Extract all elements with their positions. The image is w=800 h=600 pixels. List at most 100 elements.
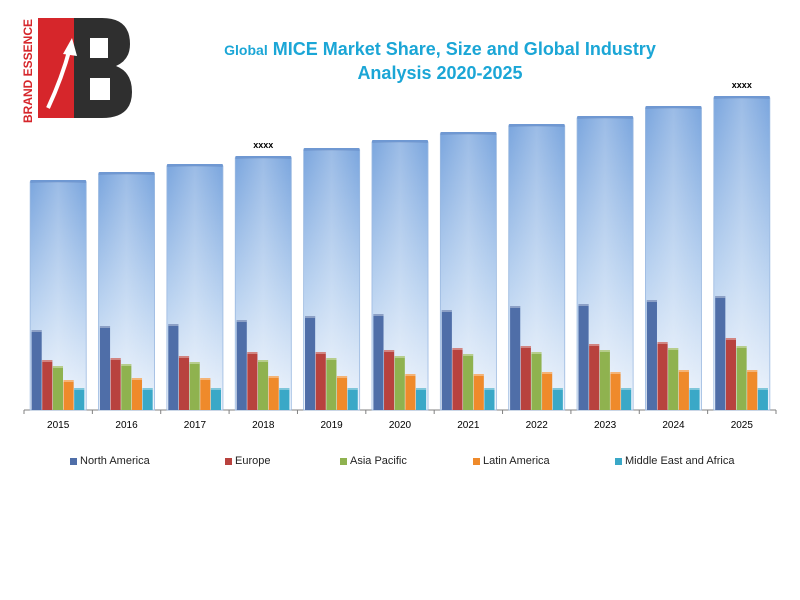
- bar-europe-2021: [452, 348, 463, 410]
- brand-essence-logo-icon: BRAND ESSENCE: [21, 18, 132, 123]
- bar-highlight-middle-east-and-africa-2019: [347, 388, 358, 390]
- legend-label-europe: Europe: [235, 455, 271, 467]
- bar-north-america-2015: [31, 330, 42, 410]
- bar-asia-pacific-2024: [668, 348, 679, 410]
- bar-highlight-europe-2024: [657, 342, 668, 344]
- x-tick-label-2024: 2024: [662, 420, 685, 431]
- bar-north-america-2020: [373, 314, 384, 410]
- bar-highlight-latin-america-2020: [405, 374, 416, 376]
- bar-latin-america-2021: [473, 374, 484, 410]
- bar-middle-east-and-africa-2022: [552, 388, 563, 410]
- bar-latin-america-2023: [610, 372, 621, 410]
- bar-highlight-north-america-2015: [31, 330, 42, 332]
- bar-highlight-asia-pacific-2023: [599, 350, 610, 352]
- x-tick-label-2022: 2022: [526, 420, 549, 431]
- bar-middle-east-and-africa-2021: [484, 388, 495, 410]
- bar-highlight-latin-america-2023: [610, 372, 621, 374]
- legend-item-middle-east-and-africa: Middle East and Africa: [615, 455, 734, 467]
- bar-highlight-north-america-2016: [99, 326, 111, 328]
- bar-europe-2015: [42, 360, 53, 410]
- bar-middle-east-and-africa-2019: [347, 388, 358, 410]
- bar-asia-pacific-2021: [463, 354, 474, 410]
- bar-highlight-asia-pacific-2020: [394, 356, 405, 358]
- bar-latin-america-2015: [63, 380, 74, 410]
- bar-europe-2022: [520, 346, 531, 410]
- bar-highlight-europe-2017: [178, 356, 190, 358]
- x-tick-label-2019: 2019: [321, 420, 344, 431]
- bar-north-america-2025: [715, 296, 726, 410]
- chart-title-part-3: Analysis 2020-2025: [357, 63, 523, 83]
- bar-europe-2025: [725, 338, 736, 410]
- bar-asia-pacific-2017: [189, 362, 200, 410]
- bar-highlight-latin-america-2021: [473, 374, 484, 376]
- bar-highlight-asia-pacific-2024: [668, 348, 679, 350]
- bar-north-america-2024: [646, 300, 657, 410]
- bar-asia-pacific-2022: [531, 352, 542, 410]
- legend-label-middle-east-and-africa: Middle East and Africa: [625, 455, 735, 467]
- bar-asia-pacific-2016: [121, 364, 132, 410]
- legend-swatch-middle-east-and-africa: [615, 457, 622, 465]
- logo-wordmark: BRAND ESSENCE: [21, 19, 35, 123]
- bar-asia-pacific-2018: [257, 360, 269, 410]
- bar-highlight-europe-2022: [520, 346, 531, 348]
- bar-latin-america-2024: [678, 370, 689, 410]
- bar-highlight-north-america-2022: [510, 306, 521, 308]
- legend-item-asia-pacific: Asia Pacific: [340, 455, 407, 467]
- bar-highlight-middle-east-and-africa-2018: [279, 388, 290, 390]
- legend-label-latin-america: Latin America: [483, 455, 550, 467]
- bar-highlight-europe-2015: [42, 360, 53, 362]
- bar-north-america-2018: [236, 320, 247, 410]
- bar-europe-2019: [315, 352, 326, 410]
- bar-highlight-latin-america-2024: [678, 370, 689, 372]
- bar-middle-east-and-africa-2025: [757, 388, 768, 410]
- bar-highlight-middle-east-and-africa-2025: [757, 388, 768, 390]
- bar-asia-pacific-2015: [52, 366, 64, 410]
- bar-europe-2020: [384, 350, 395, 410]
- bar-highlight-latin-america-2022: [542, 372, 553, 374]
- bar-asia-pacific-2019: [326, 358, 337, 410]
- bar-highlight-middle-east-and-africa-2021: [484, 388, 495, 390]
- chart-title-part-2: MICE Market Share, Size and Global Indus…: [272, 39, 656, 59]
- bar-highlight-latin-america-2015: [63, 380, 74, 382]
- bar-middle-east-and-africa-2020: [415, 388, 427, 410]
- bar-highlight-latin-america-2025: [747, 370, 758, 372]
- bar-europe-2017: [178, 356, 190, 410]
- legend-label-north-america: North America: [80, 455, 150, 467]
- bar-highlight-asia-pacific-2018: [257, 360, 269, 362]
- x-tick-label-2021: 2021: [457, 420, 480, 431]
- bar-highlight-north-america-2021: [441, 310, 452, 312]
- bar-north-america-2023: [578, 304, 589, 410]
- x-tick-label-2020: 2020: [389, 420, 412, 431]
- bar-highlight-asia-pacific-2015: [52, 366, 64, 368]
- bar-latin-america-2018: [268, 376, 279, 410]
- x-tick-label-2016: 2016: [115, 420, 138, 431]
- bar-highlight-latin-america-2016: [131, 378, 143, 380]
- bar-highlight-latin-america-2018: [268, 376, 279, 378]
- bar-highlight-asia-pacific-2019: [326, 358, 337, 360]
- legend-swatch-europe: [225, 457, 232, 465]
- bar-highlight-middle-east-and-africa-2015: [74, 388, 85, 390]
- bar-middle-east-and-africa-2016: [142, 388, 153, 410]
- bar-europe-2018: [247, 352, 258, 410]
- bar-highlight-middle-east-and-africa-2016: [142, 388, 153, 390]
- chart-title-part-1: Global: [224, 42, 268, 58]
- legend-swatch-north-america: [70, 457, 77, 465]
- bar-highlight-middle-east-and-africa-2017: [210, 388, 222, 390]
- bar-middle-east-and-africa-2018: [279, 388, 290, 410]
- bar-highlight-latin-america-2019: [336, 376, 348, 378]
- bar-latin-america-2019: [336, 376, 348, 410]
- bar-middle-east-and-africa-2023: [621, 388, 632, 410]
- bar-highlight-north-america-2020: [373, 314, 384, 316]
- legend-swatch-latin-america: [473, 457, 480, 465]
- bar-north-america-2021: [441, 310, 452, 410]
- bar-middle-east-and-africa-2015: [74, 388, 85, 410]
- bar-latin-america-2016: [131, 378, 143, 410]
- bar-latin-america-2020: [405, 374, 416, 410]
- legend-item-europe: Europe: [225, 455, 270, 467]
- bar-asia-pacific-2025: [736, 346, 747, 410]
- bar-highlight-asia-pacific-2025: [736, 346, 747, 348]
- bar-highlight-north-america-2024: [646, 300, 657, 302]
- annotation-2025: xxxx: [732, 80, 752, 90]
- bar-highlight-asia-pacific-2021: [463, 354, 474, 356]
- bar-highlight-europe-2019: [315, 352, 326, 354]
